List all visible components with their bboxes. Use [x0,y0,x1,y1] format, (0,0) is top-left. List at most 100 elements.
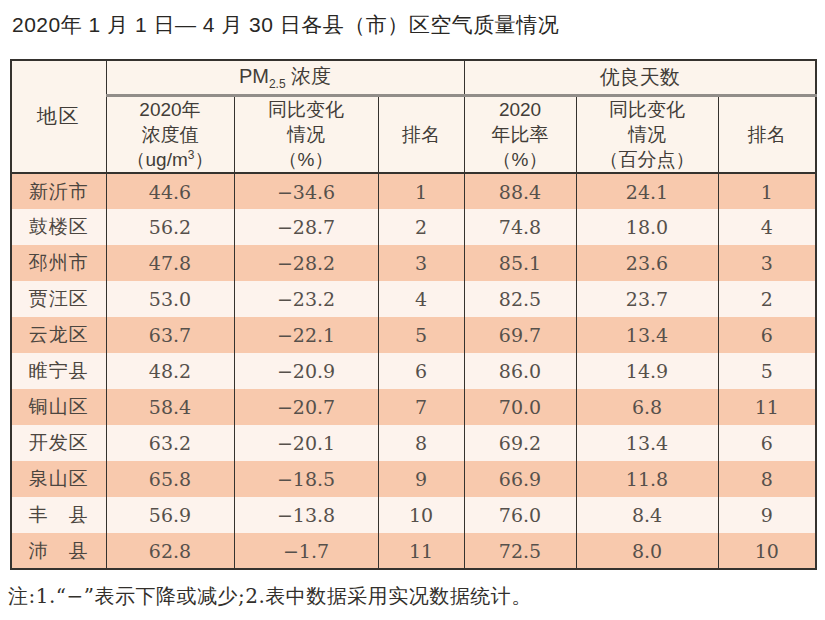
column-header-good-rate: 2020 年比率 （%） [464,95,576,173]
cell-region: 沛 县 [11,533,106,569]
cell-good_rank: 10 [718,533,816,569]
cell-good_change: 18.0 [576,209,718,245]
pm25-label-base: PM [239,65,269,87]
cell-good_rank: 1 [718,173,816,209]
cell-pm_change: −18.5 [234,461,378,497]
cell-good_change: 13.4 [576,425,718,461]
cell-pm_rank: 5 [378,317,464,353]
cell-good_rank: 8 [718,461,816,497]
cell-pm_rank: 7 [378,389,464,425]
cell-good_rate: 85.1 [464,245,576,281]
table-row: 泉山区65.8−18.5966.911.88 [11,461,816,497]
table-row: 贾汪区53.0−23.2482.523.72 [11,281,816,317]
cell-good_change: 23.6 [576,245,718,281]
cell-good_rate: 82.5 [464,281,576,317]
table-row: 开发区63.2−20.1869.213.46 [11,425,816,461]
table-row: 鼓楼区56.2−28.7274.818.04 [11,209,816,245]
table-body: 新沂市44.6−34.6188.424.11鼓楼区56.2−28.7274.81… [11,173,816,569]
cell-pm_rank: 10 [378,497,464,533]
cell-pm_rank: 1 [378,173,464,209]
pm-value-line1: 2020年 [107,97,234,122]
cell-good_rank: 11 [718,389,816,425]
article-page: 2020年 1 月 1 日— 4 月 30 日各县（市）区空气质量情况 地区 P… [0,10,825,620]
cell-good_change: 13.4 [576,317,718,353]
air-quality-table: 地区 PM2.5 浓度 优良天数 2020年 浓度值 （ug/m3） 同比变化 … [10,59,817,570]
cell-good_rate: 70.0 [464,389,576,425]
cell-good_change: 11.8 [576,461,718,497]
cell-pm_rank: 3 [378,245,464,281]
cell-region: 邳州市 [11,245,106,281]
cell-pm_change: −13.8 [234,497,378,533]
cell-good_rank: 6 [718,425,816,461]
column-group-pm25: PM2.5 浓度 [106,60,464,95]
column-header-region: 地区 [11,60,106,173]
cell-good_change: 23.7 [576,281,718,317]
cell-region: 开发区 [11,425,106,461]
cell-good_rank: 9 [718,497,816,533]
cell-good_rate: 88.4 [464,173,576,209]
cell-pm_value: 56.9 [106,497,234,533]
pm25-label-rest: 浓度 [286,65,332,87]
cell-pm_rank: 11 [378,533,464,569]
column-header-pm-change: 同比变化 情况 （%） [234,95,378,173]
cell-good_change: 8.4 [576,497,718,533]
column-header-good-rank: 排名 [718,95,816,173]
cell-pm_change: −34.6 [234,173,378,209]
cell-pm_change: −22.1 [234,317,378,353]
cell-pm_value: 63.2 [106,425,234,461]
header-group-row: 地区 PM2.5 浓度 优良天数 [11,60,816,95]
cell-pm_value: 63.7 [106,317,234,353]
cell-pm_value: 53.0 [106,281,234,317]
cell-region: 睢宁县 [11,353,106,389]
cell-pm_change: −1.7 [234,533,378,569]
table-row: 新沂市44.6−34.6188.424.11 [11,173,816,209]
cell-region: 泉山区 [11,461,106,497]
pm25-label-subscript: 2.5 [269,77,286,91]
cell-good_rate: 74.8 [464,209,576,245]
footnote: 注:1.“−”表示下降或减少;2.表中数据采用实况数据统计。 [8,583,825,610]
cell-good_change: 14.9 [576,353,718,389]
cell-region: 铜山区 [11,389,106,425]
cell-good_rate: 66.9 [464,461,576,497]
table-row: 云龙区63.7−22.1569.713.46 [11,317,816,353]
cell-pm_value: 44.6 [106,173,234,209]
pm-value-unit: （ug/m3） [107,147,234,172]
cell-pm_value: 56.2 [106,209,234,245]
cell-pm_change: −28.2 [234,245,378,281]
cell-good_rank: 6 [718,317,816,353]
cell-pm_rank: 6 [378,353,464,389]
table-row: 睢宁县48.2−20.9686.014.95 [11,353,816,389]
cell-good_change: 6.8 [576,389,718,425]
cell-pm_change: −20.1 [234,425,378,461]
cell-good_rate: 86.0 [464,353,576,389]
cell-pm_value: 47.8 [106,245,234,281]
cell-good_change: 24.1 [576,173,718,209]
cell-pm_value: 58.4 [106,389,234,425]
cell-good_rank: 4 [718,209,816,245]
cell-pm_change: −20.9 [234,353,378,389]
cell-pm_rank: 9 [378,461,464,497]
cell-good_rate: 69.7 [464,317,576,353]
table-row: 丰 县56.9−13.81076.08.49 [11,497,816,533]
cell-good_rank: 2 [718,281,816,317]
cell-good_rate: 69.2 [464,425,576,461]
cell-pm_change: −23.2 [234,281,378,317]
table-row: 邳州市47.8−28.2385.123.63 [11,245,816,281]
cell-pm_change: −20.7 [234,389,378,425]
cell-good_rate: 76.0 [464,497,576,533]
cell-pm_rank: 4 [378,281,464,317]
cell-region: 贾汪区 [11,281,106,317]
cell-region: 鼓楼区 [11,209,106,245]
cell-pm_change: −28.7 [234,209,378,245]
column-header-pm-rank: 排名 [378,95,464,173]
column-header-good-change: 同比变化 情况 （百分点） [576,95,718,173]
header-sub-row: 2020年 浓度值 （ug/m3） 同比变化 情况 （%） 排名 2020 年比… [11,95,816,173]
column-header-pm-value: 2020年 浓度值 （ug/m3） [106,95,234,173]
page-title: 2020年 1 月 1 日— 4 月 30 日各县（市）区空气质量情况 [12,10,825,40]
cell-pm_rank: 2 [378,209,464,245]
cell-pm_value: 62.8 [106,533,234,569]
cell-region: 丰 县 [11,497,106,533]
cell-good_rank: 3 [718,245,816,281]
table-row: 沛 县62.8−1.71172.58.010 [11,533,816,569]
cell-good_rate: 72.5 [464,533,576,569]
